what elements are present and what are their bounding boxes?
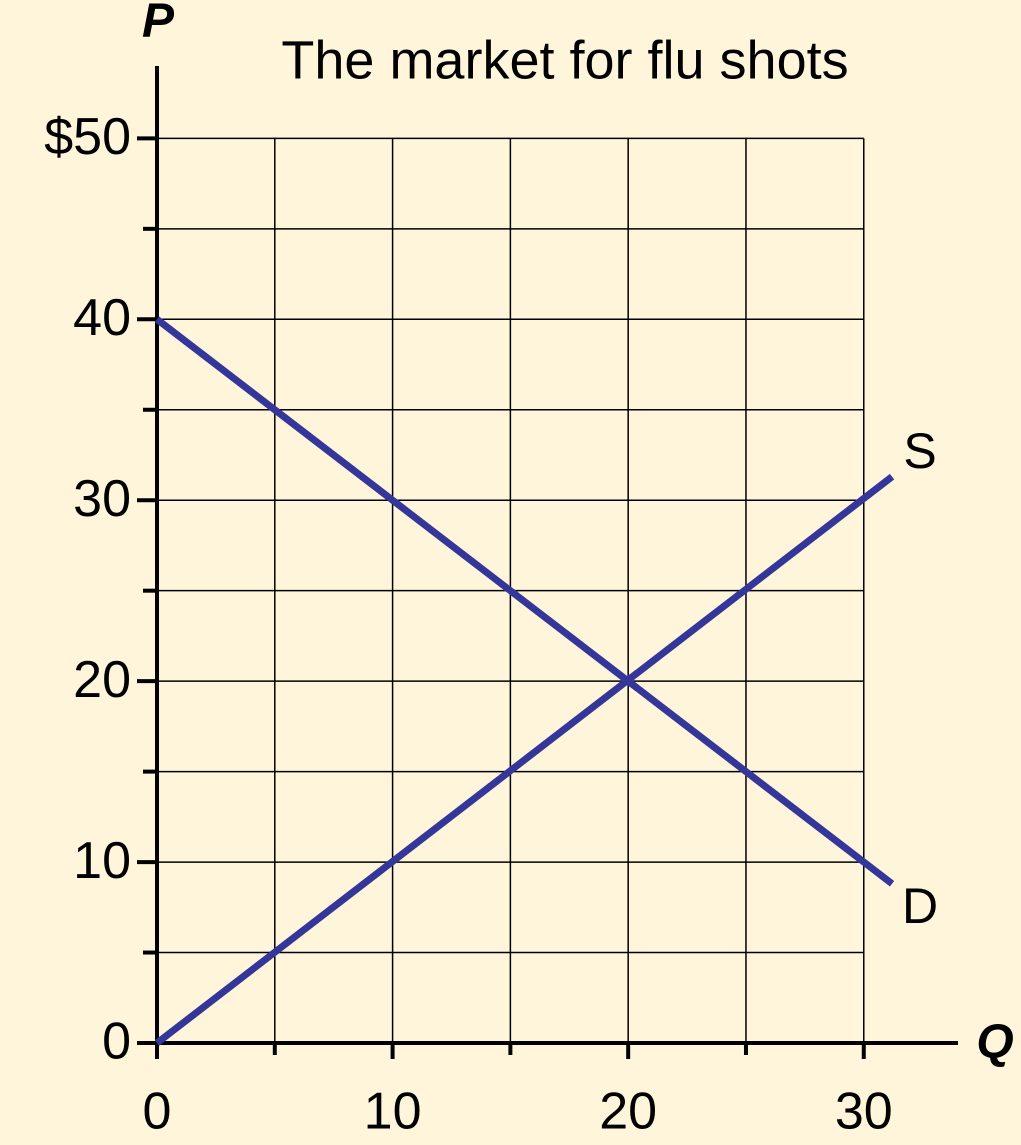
x-tick-label: 10 xyxy=(364,1083,422,1140)
x-axis-label: Q xyxy=(976,1016,1013,1069)
series-label: S xyxy=(903,423,936,479)
x-tick-label: 20 xyxy=(599,1083,657,1140)
y-axis-label: P xyxy=(142,0,175,48)
y-tick-label: 10 xyxy=(73,832,131,890)
y-tick-label: 0 xyxy=(102,1013,131,1071)
chart-title: The market for flu shots xyxy=(281,30,848,90)
y-tick-label: 40 xyxy=(73,289,131,347)
series-line xyxy=(154,316,895,887)
series-label: D xyxy=(902,878,938,934)
x-tick-label: 0 xyxy=(143,1083,172,1140)
series-line xyxy=(154,473,895,1046)
y-tick-label: $50 xyxy=(44,108,131,166)
y-tick-label: 20 xyxy=(73,651,131,709)
y-tick-label: 30 xyxy=(73,470,131,528)
x-tick-label: 30 xyxy=(835,1083,893,1140)
